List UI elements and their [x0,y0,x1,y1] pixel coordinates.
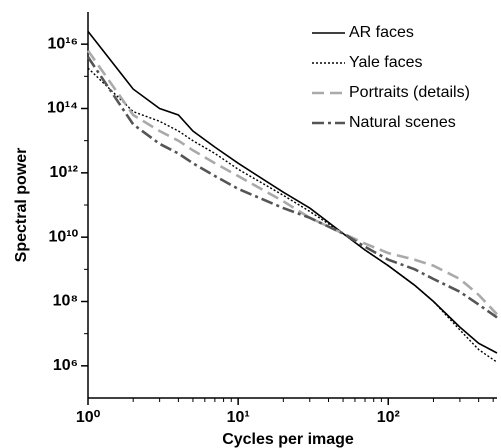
x-tick-label: 10⁰ [76,409,101,426]
legend-label: Yale faces [349,54,423,71]
x-tick-label: 10² [377,409,400,426]
y-tick-label: 10⁸ [53,293,78,310]
legend-label: Portraits (details) [349,84,470,101]
y-axis-title: Spectral power [13,148,30,263]
y-tick-label: 10¹⁴ [47,100,78,117]
legend-label: Natural scenes [349,114,456,131]
x-tick-label: 10¹ [227,409,250,426]
y-tick-label: 10⁶ [53,357,78,374]
x-axis-title: Cycles per image [222,431,354,448]
series-line [87,30,498,354]
series-line [87,67,498,363]
y-tick-label: 10¹² [50,164,78,181]
y-tick-label: 10¹⁰ [48,228,78,245]
series-line [86,56,498,319]
legend-label: AR faces [349,24,414,41]
y-tick-label: 10¹⁶ [48,35,79,52]
